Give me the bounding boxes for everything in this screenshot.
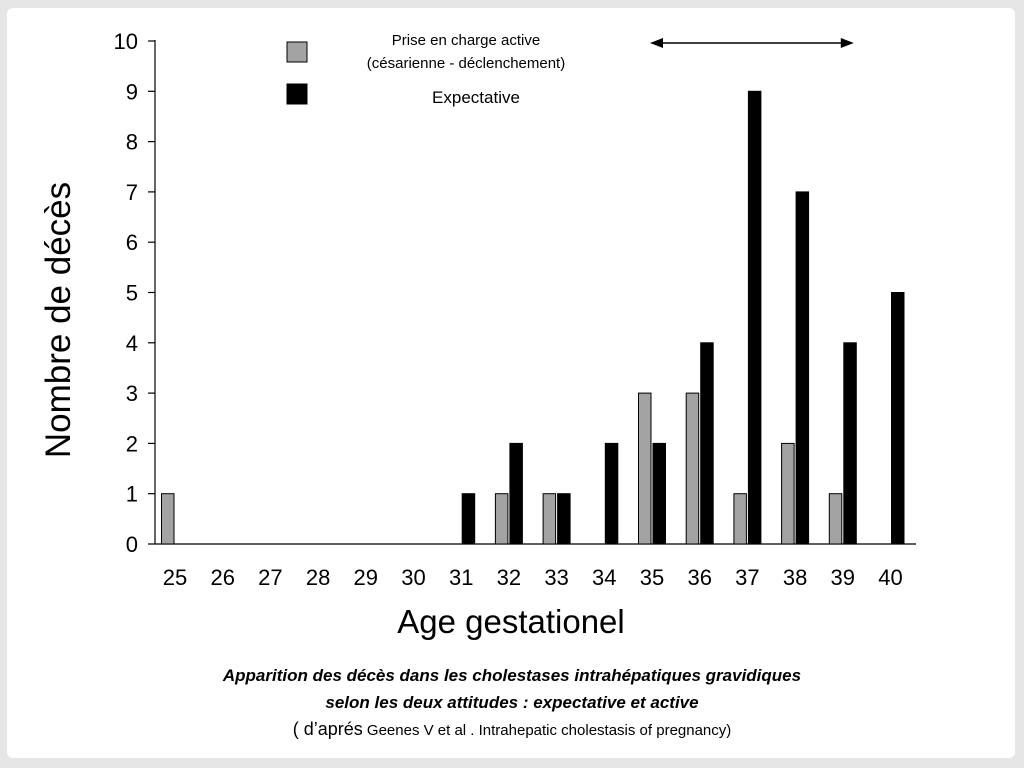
bar-active-36 [685,392,700,545]
x-tick-label: 31 [449,565,473,590]
x-axis-title: Age gestationel [397,603,625,640]
bar-expectative-32 [509,442,523,545]
x-tick-label: 37 [735,565,759,590]
range-arrow [650,38,854,48]
caption-line-2: selon les deux attitudes : expectative e… [325,693,699,712]
bar-expectative-36 [700,342,714,545]
caption-line-1: Apparition des décès dans les cholestase… [222,666,802,685]
legend-label-active-detail: (césarienne - déclenchement) [367,55,565,72]
bar-active-35 [638,392,652,545]
legend-swatch-expectative [286,83,308,105]
bar-active-33 [542,493,557,545]
legend: Prise en charge active (césarienne - déc… [286,32,565,107]
x-tick-label: 34 [592,565,616,590]
x-tick-label: 30 [401,565,425,590]
y-tick-label: 7 [126,180,138,205]
x-tick-label: 35 [640,565,664,590]
caption-source: ( d’aprés Geenes V et al . Intrahepatic … [0,719,1024,740]
x-tick-label: 38 [783,565,807,590]
x-tick-label: 29 [354,565,378,590]
bar-expectative-35 [652,442,666,545]
bar-active-39 [828,493,843,545]
y-tick-label: 0 [126,532,138,557]
x-tick-label: 26 [210,565,234,590]
y-tick-label: 6 [126,230,138,255]
y-tick-label: 4 [126,331,138,356]
bar-expectative-39 [843,342,857,545]
x-tick-label: 36 [687,565,711,590]
bar-active-32 [494,493,509,545]
y-tick-label: 5 [126,281,138,306]
bar-active-37 [733,493,747,545]
caption-source-prefix: ( d’aprés [292,719,363,739]
x-tick-label: 40 [878,565,902,590]
x-tick-label: 28 [306,565,330,590]
range-arrow-left-head [650,38,663,48]
x-tick-label: 25 [163,565,187,590]
bar-expectative-31 [461,493,476,545]
x-tick-label: 39 [831,565,855,590]
bar-expectative-33 [557,493,571,545]
legend-label-expectative: Expectative [432,88,520,107]
y-tick-label: 10 [114,29,138,54]
range-arrow-right-head [840,38,854,48]
y-tick-label: 1 [126,482,138,507]
bar-active-25 [161,493,175,545]
bar-active-38 [781,442,795,545]
y-tick-label: 9 [126,79,138,104]
caption-source-reference: Geenes V et al . Intrahepatic cholestasi… [362,722,732,739]
y-tick-label: 3 [126,381,138,406]
bar-expectative-38 [795,191,810,545]
y-axis-title: Nombre de décès [39,182,78,458]
y-tick-label: 8 [126,130,138,155]
y-tick-label: 2 [126,431,138,456]
bar-expectative-40 [891,292,905,545]
x-tick-label: 27 [258,565,282,590]
legend-swatch-active [286,41,308,63]
bar-expectative-34 [604,442,619,545]
x-tick-label: 32 [497,565,521,590]
legend-label-active: Prise en charge active [392,32,540,49]
x-tick-label: 33 [544,565,568,590]
bar-expectative-37 [747,90,762,545]
